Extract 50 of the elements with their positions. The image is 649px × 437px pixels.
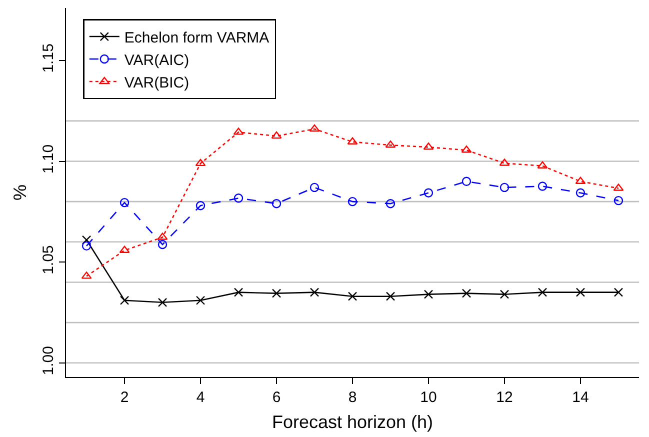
point (538, 182, 548, 191)
x-tick-label: 8 (348, 389, 357, 406)
point (309, 124, 320, 132)
point (424, 188, 434, 198)
point (500, 182, 510, 192)
point (234, 288, 244, 297)
point (575, 176, 586, 184)
point (272, 198, 282, 208)
x-tick-label: 6 (272, 389, 281, 406)
x-tick-label: 4 (196, 389, 205, 406)
legend-label: VAR(AIC) (124, 52, 190, 69)
x-tick-label: 14 (572, 389, 589, 406)
point (120, 198, 130, 208)
y-tick-label: 1.15 (40, 44, 57, 73)
point (82, 241, 92, 251)
point (538, 288, 548, 297)
point (120, 296, 130, 305)
x-axis-title: Forecast horizon (h) (272, 412, 434, 432)
point (158, 298, 168, 307)
point (271, 131, 282, 139)
point (424, 290, 434, 299)
point (500, 290, 510, 299)
legend-label: VAR(BIC) (124, 74, 190, 92)
point (386, 198, 396, 208)
point (234, 194, 244, 203)
y-tick-label: 1.05 (40, 245, 57, 274)
point (462, 288, 472, 298)
point (462, 176, 472, 186)
point (614, 288, 624, 297)
point (158, 240, 168, 250)
point (576, 288, 586, 297)
y-tick-label: 1.00 (40, 346, 57, 376)
y-axis-title: % (10, 184, 30, 201)
y-tick-label: 1.10 (40, 144, 57, 174)
point (196, 296, 206, 305)
point (386, 292, 396, 301)
point (195, 158, 206, 166)
point (310, 288, 320, 297)
point (576, 188, 586, 198)
point (614, 196, 624, 206)
legend-label: Echelon form VARMA (124, 29, 270, 46)
point (310, 182, 320, 192)
point (82, 235, 92, 244)
point (196, 201, 206, 210)
point (348, 196, 358, 206)
x-tick-label: 12 (496, 389, 513, 406)
x-tick-label: 10 (420, 389, 437, 406)
point (348, 292, 358, 301)
x-tick-label: 2 (120, 389, 129, 406)
point (272, 288, 282, 298)
